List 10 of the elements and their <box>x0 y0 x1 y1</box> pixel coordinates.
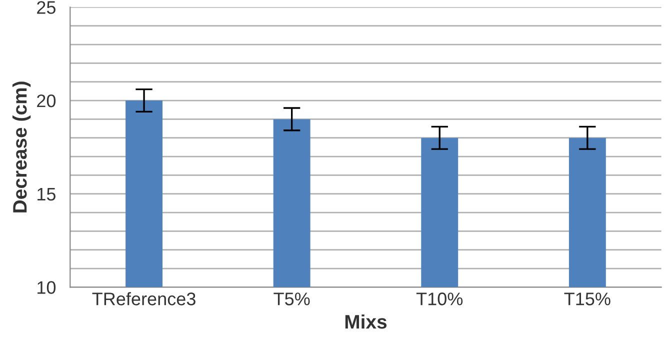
x-tick-label: T10% <box>416 292 463 306</box>
x-tick-label: T5% <box>274 292 310 306</box>
y-tick-label: 25 <box>37 1 56 14</box>
x-tick-label: T15% <box>564 292 610 306</box>
y-tick-label: 15 <box>38 188 56 201</box>
y-tick-label: 10 <box>38 281 56 294</box>
x-axis-title: Mixs <box>345 314 387 329</box>
y-tick-label: 20 <box>37 94 56 108</box>
x-tick-label: TReference3 <box>92 292 196 306</box>
y-axis-title: Decrease (cm) <box>12 82 31 212</box>
